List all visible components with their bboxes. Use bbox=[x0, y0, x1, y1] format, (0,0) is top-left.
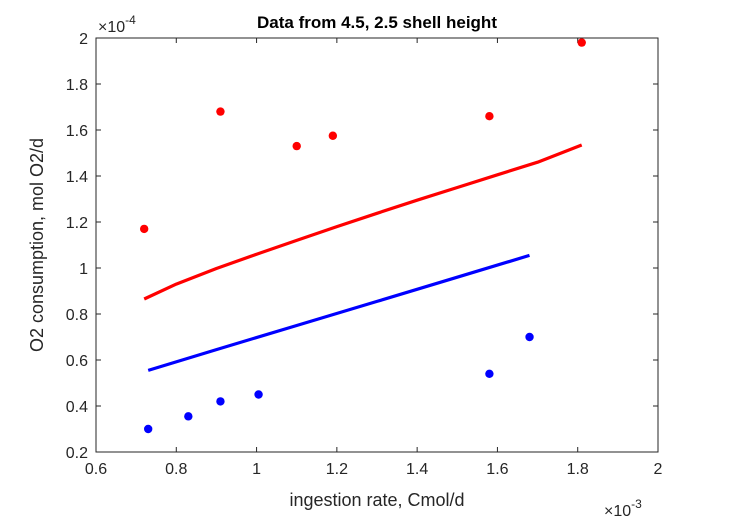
blue-data-point bbox=[485, 369, 494, 378]
y-axis-ticks: 0.2 0.4 0.6 0.8 1 1.2 1.4 1.6 1.8 2 bbox=[66, 31, 658, 462]
y-tick-label: 1.8 bbox=[66, 77, 88, 94]
fit-lines bbox=[143, 143, 583, 372]
x-tick-label: 1.8 bbox=[567, 461, 589, 478]
y-tick-label: 1.4 bbox=[66, 169, 88, 186]
red-data-point bbox=[292, 141, 301, 151]
red-data-point bbox=[577, 38, 586, 47]
red-data-point bbox=[485, 112, 494, 121]
y-tick-label: 1 bbox=[79, 261, 88, 278]
x-tick-label: 0.8 bbox=[165, 461, 187, 478]
axes bbox=[95, 37, 659, 453]
red-fit-line bbox=[143, 143, 583, 301]
blue-fit-line bbox=[147, 253, 530, 372]
blue-data-point bbox=[254, 390, 263, 399]
x-axis-ticks: 0.6 0.8 1 1.2 1.4 1.6 1.8 2 bbox=[85, 38, 663, 478]
y-axis-multiplier: ×10-4 bbox=[98, 13, 136, 36]
x-axis-label: ingestion rate, Cmol/d bbox=[289, 490, 464, 510]
plot-area-box bbox=[95, 37, 659, 453]
red-data-point bbox=[139, 224, 149, 234]
y-axis-label: O2 consumption, mol O2/d bbox=[27, 138, 47, 352]
x-tick-label: 0.6 bbox=[85, 461, 107, 478]
x-multiplier-base: ×10 bbox=[604, 503, 631, 520]
y-tick-label: 2 bbox=[79, 31, 88, 48]
red-data-point bbox=[216, 107, 225, 116]
x-tick-label: 1 bbox=[252, 461, 261, 478]
blue-data-point bbox=[143, 424, 153, 434]
x-tick-label: 1.2 bbox=[326, 461, 348, 478]
y-multiplier-base: ×10 bbox=[98, 19, 125, 36]
y-tick-label: 0.6 bbox=[66, 353, 88, 370]
x-axis-multiplier: ×10-3 bbox=[604, 497, 642, 520]
x-tick-label: 1.4 bbox=[406, 461, 428, 478]
y-tick-label: 1.2 bbox=[66, 215, 88, 232]
x-tick-label: 2 bbox=[654, 461, 663, 478]
y-tick-label: 0.4 bbox=[66, 399, 88, 416]
chart-title: Data from 4.5, 2.5 shell height bbox=[257, 13, 497, 32]
x-multiplier-exponent: -3 bbox=[631, 497, 642, 511]
data-points bbox=[139, 38, 586, 434]
blue-data-point bbox=[525, 332, 534, 342]
red-data-point bbox=[328, 131, 338, 140]
x-tick-label: 1.6 bbox=[486, 461, 508, 478]
blue-data-point bbox=[216, 397, 225, 406]
blue-data-point bbox=[184, 412, 193, 421]
y-tick-label: 0.2 bbox=[66, 445, 88, 462]
y-tick-label: 1.6 bbox=[66, 123, 88, 140]
y-multiplier-exponent: -4 bbox=[125, 13, 136, 27]
y-tick-label: 0.8 bbox=[66, 307, 88, 324]
